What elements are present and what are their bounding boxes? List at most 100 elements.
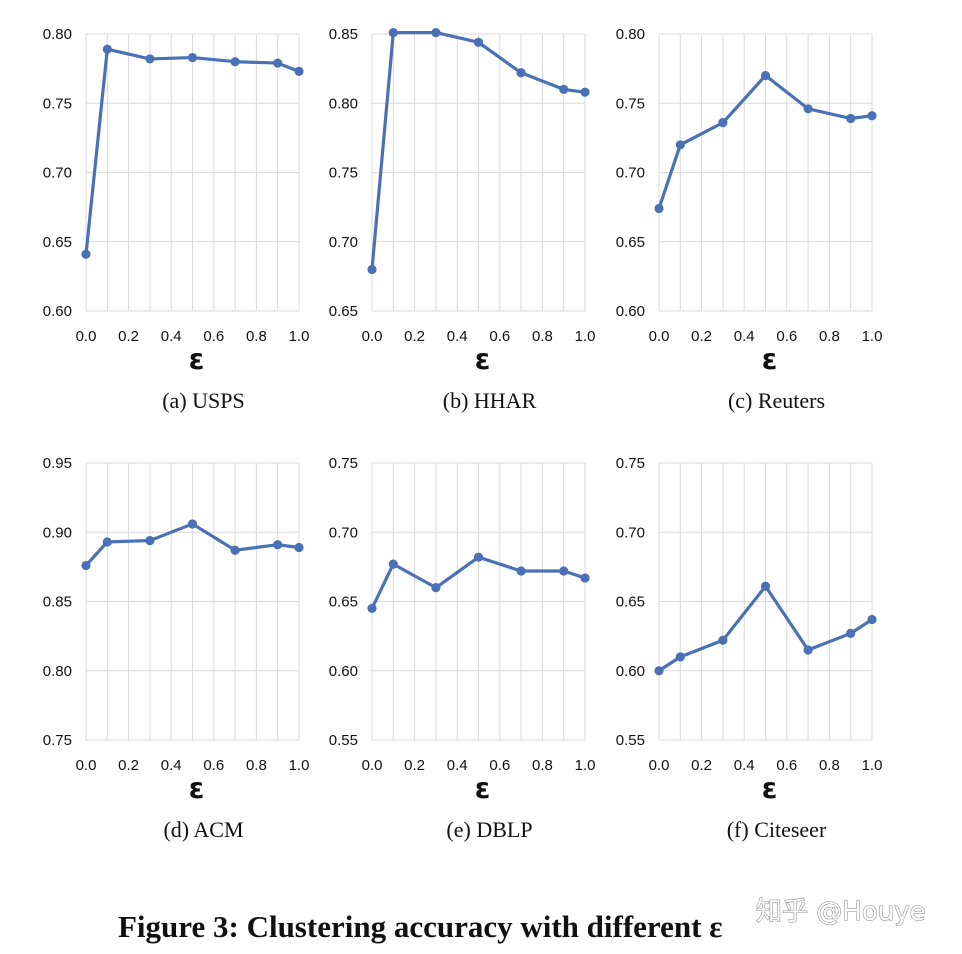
x-tick-label: 0.4 (734, 328, 755, 345)
y-tick-label: 0.60 (329, 663, 358, 680)
x-tick-label: 1.0 (289, 757, 310, 774)
x-tick-label: 0.2 (404, 757, 425, 774)
x-tick-label: 0.0 (76, 757, 97, 774)
data-point (760, 70, 771, 81)
y-tick-label: 0.70 (329, 234, 358, 251)
subplot-caption: (f) Citeseer (727, 817, 827, 842)
data-point (654, 666, 664, 676)
data-point (516, 68, 526, 78)
data-point (580, 573, 590, 583)
y-tick-label: 0.60 (43, 303, 72, 320)
data-point (559, 566, 569, 576)
figure-caption: Figure 3: Clustering accuracy with diffe… (118, 909, 722, 944)
y-tick-label: 0.75 (43, 95, 72, 112)
y-tick-label: 0.75 (616, 455, 645, 472)
data-point (388, 28, 398, 38)
data-point (187, 52, 198, 63)
x-tick-label: 1.0 (289, 328, 310, 345)
data-point (580, 87, 590, 97)
x-tick-label: 0.8 (532, 757, 553, 774)
y-tick-label: 0.75 (43, 732, 72, 749)
x-axis-label: ε (475, 772, 491, 805)
data-point (473, 552, 484, 562)
data-point (654, 203, 664, 214)
data-point (145, 535, 155, 546)
data-point (273, 58, 283, 68)
chart-acm: 0.75 0.80 0.85 0.90 0.95 0.0 0.2 0.4 0.6 0.8 1.0 ε (… (43, 455, 310, 842)
data-point (294, 542, 304, 553)
x-tick-label: 0.6 (489, 757, 510, 774)
subplot-caption: (c) Reuters (728, 388, 825, 413)
x-tick-label: 0.4 (447, 328, 468, 345)
x-tick-label: 0.8 (819, 328, 840, 345)
x-axis-label: ε (762, 772, 778, 805)
x-tick-label: 0.4 (734, 757, 755, 774)
y-tick-label: 0.65 (329, 594, 358, 611)
x-axis-label: ε (189, 772, 205, 805)
x-tick-label: 0.0 (76, 328, 97, 345)
x-tick-label: 1.0 (862, 757, 883, 774)
x-tick-label: 0.0 (362, 757, 383, 774)
x-tick-label: 0.6 (203, 328, 224, 345)
x-tick-label: 0.2 (691, 328, 712, 345)
data-point (675, 140, 685, 150)
x-tick-label: 0.8 (819, 757, 840, 774)
data-point (718, 635, 728, 645)
data-point (760, 581, 771, 591)
data-point (367, 603, 377, 614)
data-point (473, 37, 484, 47)
x-axis-label: ε (762, 343, 778, 376)
y-tick-label: 0.75 (329, 165, 358, 182)
chart-reuters: 0.60 0.65 0.70 0.75 0.80 0.0 0.2 0.4 0.6 0.8 1.0 ε (… (616, 26, 883, 413)
data-point (431, 28, 441, 38)
data-point (273, 540, 283, 550)
y-tick-label: 0.75 (616, 95, 645, 112)
data-point (516, 566, 526, 576)
chart-hhar: 0.65 0.70 0.75 0.80 0.85 0.0 0.2 0.4 0.6 0.8 1.0 ε (… (329, 26, 596, 413)
data-point (846, 113, 856, 124)
x-tick-label: 0.6 (776, 757, 797, 774)
x-tick-label: 0.2 (118, 757, 139, 774)
y-tick-label: 0.55 (616, 732, 645, 749)
y-tick-label: 0.70 (616, 165, 645, 182)
data-point (294, 66, 304, 76)
y-tick-label: 0.65 (616, 594, 645, 611)
x-tick-label: 0.2 (691, 757, 712, 774)
data-point (388, 559, 398, 569)
y-tick-label: 0.65 (616, 234, 645, 251)
subplot-caption: (a) USPS (162, 388, 245, 413)
x-tick-label: 1.0 (575, 757, 596, 774)
y-tick-label: 0.90 (43, 524, 72, 541)
data-point (102, 537, 112, 547)
data-point (145, 54, 155, 64)
x-tick-label: 0.0 (362, 328, 383, 345)
chart-citeseer: 0.55 0.60 0.65 0.70 0.75 0.0 0.2 0.4 0.6 0.8 1.0 ε (… (616, 455, 883, 842)
data-point (803, 104, 813, 114)
y-tick-label: 0.80 (616, 26, 645, 43)
subplot-caption: (e) DBLP (446, 817, 532, 842)
x-axis-label: ε (189, 343, 205, 376)
x-tick-label: 0.8 (246, 757, 267, 774)
y-tick-label: 0.80 (43, 26, 72, 43)
data-point (867, 111, 877, 121)
data-point (559, 84, 569, 94)
plots-container: 0.60 0.65 0.70 0.75 0.80 0.0 0.2 0.4 0.6 0.8 1.0 ε (… (43, 26, 883, 842)
subplot-caption: (d) ACM (163, 817, 243, 842)
chart-dblp: 0.55 0.60 0.65 0.70 0.75 0.0 0.2 0.4 0.6 0.8 1.0 ε (… (329, 455, 596, 842)
y-tick-label: 0.55 (329, 732, 358, 749)
chart-usps: 0.60 0.65 0.70 0.75 0.80 0.0 0.2 0.4 0.6 0.8 1.0 ε (… (43, 26, 310, 413)
data-point (230, 545, 240, 555)
watermark: 知乎 @Houye (756, 897, 926, 927)
y-tick-label: 0.60 (616, 303, 645, 320)
x-tick-label: 0.4 (447, 757, 468, 774)
x-tick-label: 0.2 (404, 328, 425, 345)
y-tick-label: 0.70 (616, 524, 645, 541)
y-tick-label: 0.65 (329, 303, 358, 320)
x-axis-label: ε (475, 343, 491, 376)
data-point (230, 57, 240, 67)
data-point (867, 614, 877, 625)
data-point (675, 652, 685, 662)
data-point (803, 645, 813, 655)
x-tick-label: 0.0 (649, 328, 670, 345)
